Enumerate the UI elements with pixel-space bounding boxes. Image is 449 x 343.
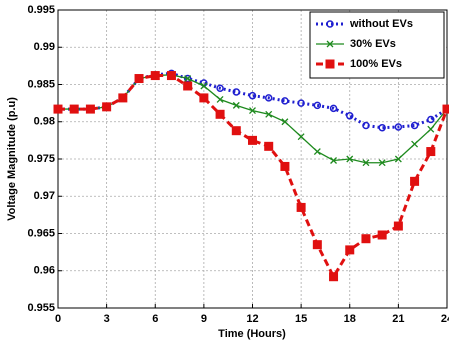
marker [183,81,193,91]
x-tick-label: 21 [392,313,404,325]
y-axis-label: Voltage Magnitude (p.u) [6,97,18,221]
marker [248,91,257,100]
marker [297,99,305,107]
marker [248,135,257,145]
marker [326,20,334,28]
marker [200,82,208,90]
y-tick-label: 0.975 [27,153,55,165]
x-tick-label: 3 [104,313,110,325]
y-tick-label: 0.98 [34,116,55,128]
marker [265,110,273,118]
x-tick-label: 18 [344,313,356,325]
marker [134,74,144,84]
marker [394,155,402,163]
y-tick-label: 0.985 [27,78,55,90]
x-tick-label: 6 [152,313,158,325]
plot-frame [57,9,448,309]
marker [199,93,209,103]
marker [150,71,160,81]
x-tick-label: 9 [201,313,207,325]
marker [442,104,449,114]
marker [362,159,370,167]
marker [102,102,112,112]
marker [118,93,128,103]
marker [329,272,339,282]
legend-label: 30% EVs [350,38,396,50]
marker [427,125,435,133]
marker [325,59,335,69]
marker [329,104,338,113]
x-axis-label: Time (Hours) [218,328,286,340]
marker [377,230,387,240]
x-tick-label: 15 [295,313,307,325]
x-tick-label: 0 [55,313,61,325]
marker [216,84,224,92]
marker [313,101,322,110]
legend-label: without EVs [349,18,413,30]
marker [296,202,306,212]
marker [313,148,321,156]
marker [378,159,386,167]
marker [232,88,241,96]
marker [378,123,386,132]
marker [280,161,290,171]
marker [281,118,289,126]
marker [346,155,354,163]
marker [345,245,355,255]
y-tick-label: 0.955 [27,302,55,314]
marker [249,107,256,115]
marker [53,104,63,114]
marker [69,104,79,114]
marker [85,104,95,114]
marker [264,94,273,102]
y-tick-label: 0.96 [34,265,55,277]
marker [312,240,322,250]
y-tick-label: 0.995 [27,4,55,16]
marker [231,126,241,136]
marker [326,40,334,48]
y-tick-label: 0.97 [34,190,55,202]
legend-label: 100% EVs [350,58,402,70]
marker [264,141,274,151]
y-tick-label: 0.965 [27,227,55,239]
marker [346,112,354,120]
marker [362,121,370,130]
marker [330,157,338,164]
marker [215,109,225,119]
marker [393,221,403,231]
marker [427,115,435,124]
marker [394,123,403,131]
marker [166,71,176,81]
marker [184,75,192,82]
marker [410,121,419,130]
marker [297,133,305,141]
marker [232,101,240,109]
marker [410,176,420,186]
marker [216,95,224,103]
x-tick-label: 12 [246,313,258,325]
marker [426,147,436,157]
marker [281,97,289,105]
x-tick-label: 24 [441,313,449,325]
marker [361,234,371,244]
y-tick-label: 0.99 [34,41,55,53]
marker [411,140,419,148]
